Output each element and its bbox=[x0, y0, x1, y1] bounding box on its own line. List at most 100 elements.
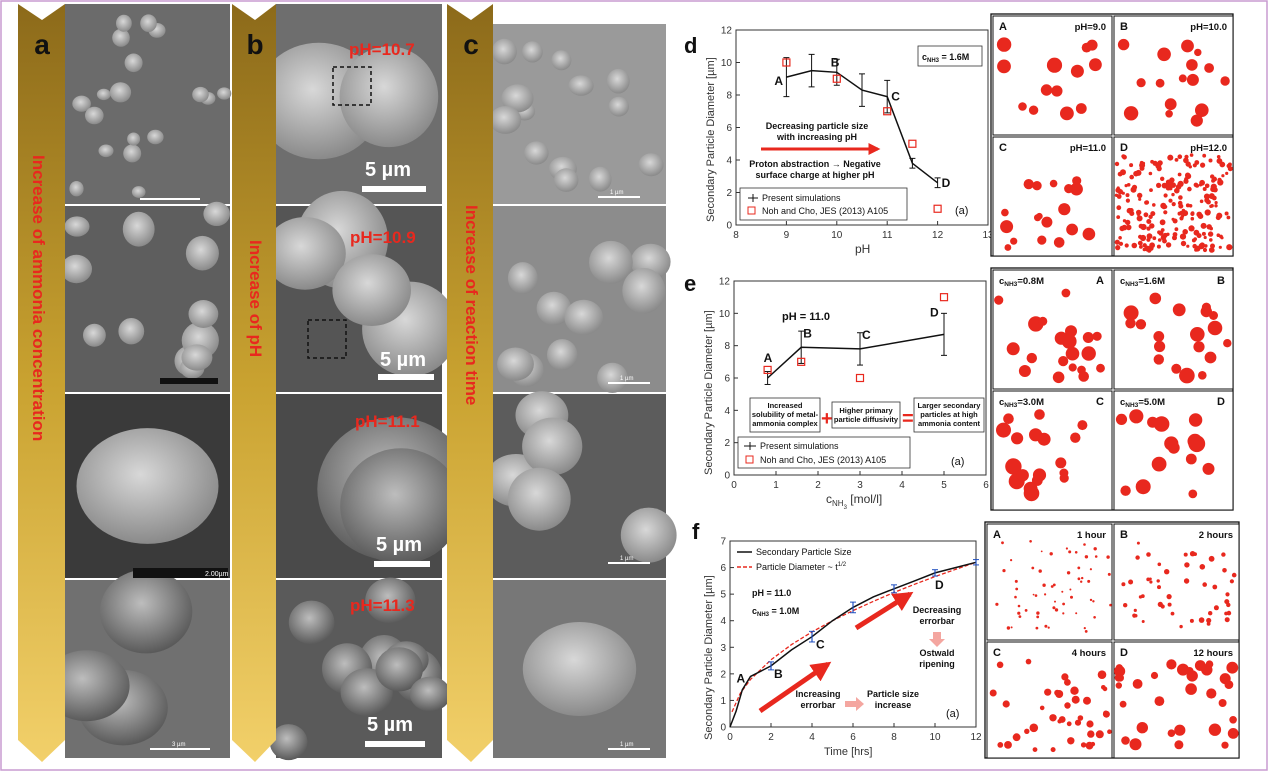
sim-d-particle bbox=[1121, 154, 1126, 159]
chart-d-exp-point bbox=[832, 74, 841, 83]
sim-d-particle bbox=[1172, 232, 1178, 237]
chart-f-point-label: C bbox=[816, 638, 825, 652]
sim-d-particle bbox=[1218, 245, 1222, 249]
sim-f-particle bbox=[1135, 680, 1142, 688]
sim-d-particle bbox=[1004, 244, 1012, 251]
chart-f-point-label: D bbox=[935, 578, 944, 592]
sim-f-particle bbox=[1080, 742, 1087, 748]
chart-f-xtick-label: 0 bbox=[727, 732, 733, 743]
sim-e-particle bbox=[1172, 303, 1186, 317]
sim-e-particle bbox=[1151, 456, 1167, 472]
sim-f-particle bbox=[1107, 572, 1111, 576]
sim-d-particle bbox=[1188, 225, 1195, 232]
chart-f-conc-c: c bbox=[752, 606, 757, 616]
chart-e-point-label: C bbox=[862, 328, 871, 342]
scalebar-c1-label: 1 µm bbox=[610, 190, 623, 196]
scalebar-b4 bbox=[365, 741, 425, 747]
sim-d-particle bbox=[1201, 231, 1206, 236]
scalebar-b3 bbox=[374, 561, 430, 567]
sim-d-particle bbox=[1070, 64, 1084, 78]
sim-d-particle bbox=[1171, 202, 1176, 207]
sem-particle bbox=[507, 467, 571, 531]
chart-e-ytick-label: 4 bbox=[724, 406, 730, 417]
chart-d-point-label: C bbox=[891, 90, 900, 104]
chart-e-xtick-label: 3 bbox=[857, 480, 863, 491]
sim-e-particle bbox=[1198, 371, 1207, 380]
chart-e-point-label: A bbox=[764, 351, 773, 365]
sim-f-particle bbox=[1064, 679, 1071, 686]
sim-e-particle bbox=[1031, 475, 1043, 486]
sem-a1 bbox=[65, 4, 230, 204]
chart-d-point-label: A bbox=[774, 74, 783, 88]
sim-f-particle bbox=[1075, 612, 1078, 615]
sim-f-particle bbox=[1205, 660, 1214, 668]
sim-f-particle bbox=[1047, 626, 1050, 629]
sim-f-particle bbox=[1031, 566, 1035, 570]
chart-e-boxes: Increased solubility of metal-ammonia com… bbox=[749, 397, 985, 433]
sim-d-particle bbox=[1194, 248, 1198, 252]
sim-d-particle bbox=[996, 37, 1012, 52]
sim-d-particle bbox=[1207, 231, 1214, 237]
sim-e-letter: D bbox=[1217, 396, 1225, 408]
sim-f-particle bbox=[1107, 729, 1112, 734]
sim-d-particle bbox=[1114, 161, 1120, 167]
sim-f-particle bbox=[1185, 683, 1197, 695]
sim-f-particle bbox=[1231, 572, 1237, 578]
sem-particle bbox=[116, 14, 132, 32]
sim-f-particle bbox=[1055, 690, 1064, 698]
sim-f-particle bbox=[1221, 552, 1226, 557]
sim-e-particle bbox=[994, 295, 1004, 305]
sem-particle bbox=[522, 417, 583, 476]
sim-f-particle bbox=[1036, 615, 1040, 619]
sem-particle bbox=[638, 153, 664, 177]
sim-e-particle bbox=[1096, 363, 1105, 373]
sim-d-particle bbox=[1117, 38, 1130, 51]
sim-f-particle bbox=[1050, 585, 1054, 588]
sim-d-particle bbox=[1131, 242, 1138, 249]
sim-d-particle bbox=[1000, 220, 1014, 234]
sim-d-particle bbox=[1198, 243, 1205, 250]
sim-d-particle bbox=[1125, 198, 1130, 203]
sim-f-particle bbox=[1071, 695, 1080, 704]
chart-f-annot-mid: Particle size increase bbox=[867, 689, 919, 710]
chart-e-title: pH = 11.0 bbox=[782, 311, 830, 323]
arrow-text-b: Increase of pH bbox=[246, 240, 265, 357]
sim-f-particle bbox=[1102, 686, 1108, 692]
sim-d-particle bbox=[1118, 236, 1122, 240]
sim-d-particle bbox=[1186, 59, 1198, 71]
sem-particle bbox=[99, 569, 193, 654]
sim-e-particle bbox=[1223, 339, 1232, 348]
sim-d-particle bbox=[1220, 236, 1224, 240]
sim-d-particle bbox=[1217, 177, 1222, 183]
sim-f-particle bbox=[1015, 587, 1019, 591]
sim-d-particle bbox=[1136, 212, 1141, 216]
sim-f-particle bbox=[1077, 577, 1081, 581]
sim-d-particle bbox=[1202, 247, 1208, 253]
chart-e-box1-l2: solubility of metal- bbox=[752, 410, 819, 419]
sim-f-particle bbox=[1066, 721, 1072, 727]
svg-text:cNH3 = 1.6M: cNH3 = 1.6M bbox=[922, 52, 969, 64]
sim-f-particle bbox=[1121, 736, 1130, 745]
chart-f-xtick-label: 6 bbox=[850, 732, 856, 743]
sim-d-particle bbox=[1163, 210, 1168, 215]
sim-f-particle bbox=[1224, 599, 1230, 605]
sim-d-label: pH=9.0 bbox=[1075, 22, 1106, 33]
sim-e-particle bbox=[1125, 318, 1136, 329]
sim-e-particle bbox=[1011, 432, 1024, 445]
sim-d-particle bbox=[1190, 114, 1203, 127]
sim-f-particle bbox=[1074, 551, 1078, 554]
sim-d-particle bbox=[1126, 183, 1131, 187]
sim-f-particle bbox=[1077, 566, 1081, 570]
sim-d-particle bbox=[1163, 193, 1168, 198]
sim-d-particle bbox=[1086, 39, 1098, 51]
sim-f-particle bbox=[1085, 741, 1094, 750]
sim-f-particle bbox=[1089, 598, 1093, 602]
sim-d-particle bbox=[1174, 227, 1179, 232]
sem-particle bbox=[497, 347, 534, 381]
sim-d-particle bbox=[1129, 163, 1134, 168]
sim-d-particle bbox=[1195, 103, 1209, 117]
sem-particle bbox=[507, 262, 538, 295]
chart-e-xtick-label: 5 bbox=[941, 480, 947, 491]
chart-d-xlabel: pH bbox=[855, 242, 870, 256]
